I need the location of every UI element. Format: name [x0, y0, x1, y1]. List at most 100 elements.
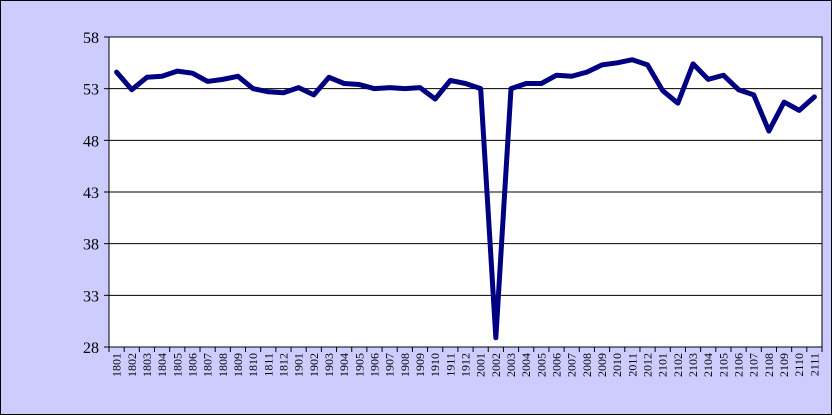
data-point — [433, 97, 437, 101]
data-point — [600, 63, 604, 67]
x-tick-label: 1904 — [337, 353, 351, 377]
data-point — [555, 73, 559, 77]
series-group — [114, 57, 817, 341]
x-tick-label: 2012 — [641, 353, 655, 377]
data-point — [479, 87, 483, 91]
x-tick-label: 1811 — [261, 353, 275, 377]
y-tick-label: 58 — [83, 30, 99, 47]
data-point — [676, 101, 680, 105]
data-point — [464, 82, 467, 85]
x-tick-label: 1910 — [428, 353, 442, 377]
data-point — [388, 86, 392, 90]
x-tick-label: 2107 — [747, 353, 761, 377]
x-tick-label: 2103 — [686, 353, 700, 377]
data-point — [357, 83, 361, 87]
data-point — [782, 100, 786, 104]
y-tick-label: 28 — [83, 340, 99, 357]
gridlines — [109, 88, 822, 296]
x-tick-label: 1810 — [246, 353, 260, 377]
data-point — [797, 108, 801, 112]
y-tick-label: 43 — [83, 185, 99, 202]
x-tick-label: 2101 — [656, 353, 670, 377]
data-point — [691, 62, 695, 66]
x-tick-label: 1908 — [398, 353, 412, 377]
x-tick-label: 1806 — [185, 353, 199, 377]
data-point — [160, 74, 164, 78]
x-tick-label: 2007 — [565, 353, 579, 377]
data-point — [236, 74, 240, 78]
data-point — [281, 91, 285, 95]
data-point — [312, 93, 316, 97]
x-tick-label: 2011 — [625, 353, 639, 377]
x-tick-label: 2002 — [489, 353, 503, 377]
x-tick-label: 1812 — [276, 353, 290, 377]
y-tick-label: 38 — [83, 237, 99, 254]
x-tick-label: 1902 — [307, 353, 321, 377]
x-tick-label: 1905 — [352, 353, 366, 377]
data-point — [251, 87, 255, 91]
x-tick-label: 1911 — [443, 353, 457, 377]
x-tick-label: 2110 — [792, 353, 806, 377]
x-tick-label: 2006 — [550, 353, 564, 377]
data-point — [115, 70, 119, 74]
x-tick-label: 2003 — [504, 353, 518, 377]
x-tick-label: 2105 — [716, 353, 730, 377]
data-point — [342, 82, 346, 85]
data-point — [661, 89, 665, 93]
x-tick-label: 2001 — [474, 353, 488, 377]
x-tick-label: 2009 — [595, 353, 609, 377]
x-axis-ticks: 1801 1802 1803 1804 1805 1806 1807 1808 1809 1810… — [108, 347, 823, 377]
x-tick-label: 2102 — [671, 353, 685, 377]
data-point — [130, 88, 134, 92]
data-point — [145, 75, 149, 79]
x-tick-label: 1903 — [322, 353, 336, 377]
x-tick-label: 1907 — [383, 353, 397, 377]
x-tick-label: 1801 — [110, 353, 124, 377]
data-point — [448, 78, 452, 82]
data-point — [418, 86, 422, 90]
x-tick-label: 2005 — [534, 353, 548, 377]
data-point — [190, 71, 194, 75]
data-point — [752, 93, 756, 97]
x-tick-label: 1909 — [413, 353, 427, 377]
data-point — [539, 82, 543, 85]
x-tick-label: 1803 — [140, 353, 154, 377]
data-point — [266, 90, 270, 94]
data-point — [509, 87, 513, 91]
x-tick-label: 1802 — [125, 353, 139, 377]
data-point — [403, 87, 407, 91]
data-point — [630, 58, 634, 62]
data-point — [297, 86, 301, 90]
x-tick-label: 2106 — [732, 353, 746, 377]
y-tick-label: 48 — [83, 133, 99, 150]
x-tick-label: 1901 — [292, 353, 306, 377]
data-point — [524, 82, 528, 85]
x-tick-label: 1809 — [231, 353, 245, 377]
data-point — [175, 69, 179, 73]
x-tick-label: 2108 — [762, 353, 776, 377]
data-point — [737, 88, 741, 92]
data-point — [767, 129, 771, 133]
data-point — [646, 63, 650, 67]
data-point — [585, 70, 589, 74]
x-tick-label: 1808 — [216, 353, 230, 377]
data-point — [206, 79, 210, 83]
data-point — [812, 95, 816, 99]
x-tick-label: 1807 — [201, 353, 215, 377]
x-tick-label: 1912 — [459, 353, 473, 377]
x-tick-label: 2109 — [777, 353, 791, 377]
x-tick-label: 2004 — [519, 353, 533, 377]
data-point — [221, 77, 225, 81]
data-point — [494, 336, 498, 340]
x-tick-label: 2111 — [807, 353, 821, 376]
x-tick-label: 2010 — [610, 353, 624, 377]
y-tick-label: 53 — [83, 82, 99, 99]
data-point — [327, 75, 331, 79]
data-point — [721, 73, 725, 77]
x-tick-label: 1906 — [367, 353, 381, 377]
x-tick-label: 1804 — [155, 353, 169, 377]
data-point — [706, 77, 710, 81]
x-tick-label: 2008 — [580, 353, 594, 377]
y-tick-label: 33 — [83, 288, 99, 305]
